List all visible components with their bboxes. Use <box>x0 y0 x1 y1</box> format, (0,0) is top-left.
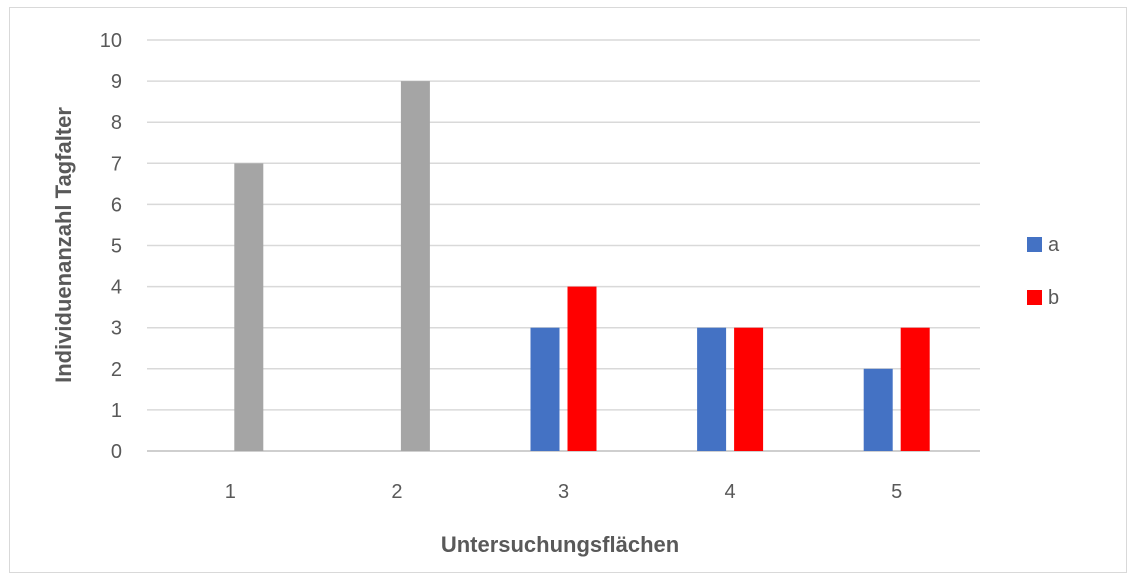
y-tick-label: 4 <box>111 277 122 299</box>
y-axis-title: Individuenanzahl Tagfalter <box>51 107 76 383</box>
bar-b-5 <box>900 327 930 451</box>
bar-b-3 <box>567 286 597 451</box>
bars <box>234 81 930 452</box>
bar-b-2 <box>400 81 430 451</box>
x-axis-title: Untersuchungsflächen <box>441 532 679 557</box>
y-tick-label: 0 <box>111 441 122 463</box>
y-tick-label: 9 <box>111 71 122 93</box>
y-tick-label: 7 <box>111 153 122 175</box>
x-tick-label: 4 <box>725 481 736 503</box>
x-tick-label: 5 <box>891 481 902 503</box>
y-tick-label: 8 <box>111 112 122 134</box>
y-tick-label: 5 <box>111 236 122 258</box>
x-tick-label: 2 <box>391 481 402 503</box>
y-tick-label: 3 <box>111 318 122 340</box>
legend: ab <box>1027 234 1060 309</box>
y-tick-label: 2 <box>111 359 122 381</box>
x-tick-label: 3 <box>558 481 569 503</box>
legend-swatch-a <box>1027 237 1042 252</box>
legend-label-a: a <box>1048 234 1060 256</box>
legend-swatch-b <box>1027 290 1042 305</box>
legend-label-b: b <box>1048 287 1059 309</box>
gridlines <box>147 39 980 452</box>
y-tick-label: 10 <box>100 30 122 52</box>
bar-b-1 <box>234 163 264 452</box>
bar-a-4 <box>697 327 727 451</box>
y-tick-label: 1 <box>111 400 122 422</box>
bar-b-4 <box>734 327 764 451</box>
bar-a-5 <box>863 368 893 451</box>
y-axis-ticks: 0 1 2 3 4 5 6 7 8 9 10 <box>100 30 122 463</box>
x-axis-ticks: 1 2 3 4 5 <box>225 481 903 503</box>
y-tick-label: 6 <box>111 194 122 216</box>
x-tick-label: 1 <box>225 481 236 503</box>
bar-a-3 <box>530 327 560 451</box>
